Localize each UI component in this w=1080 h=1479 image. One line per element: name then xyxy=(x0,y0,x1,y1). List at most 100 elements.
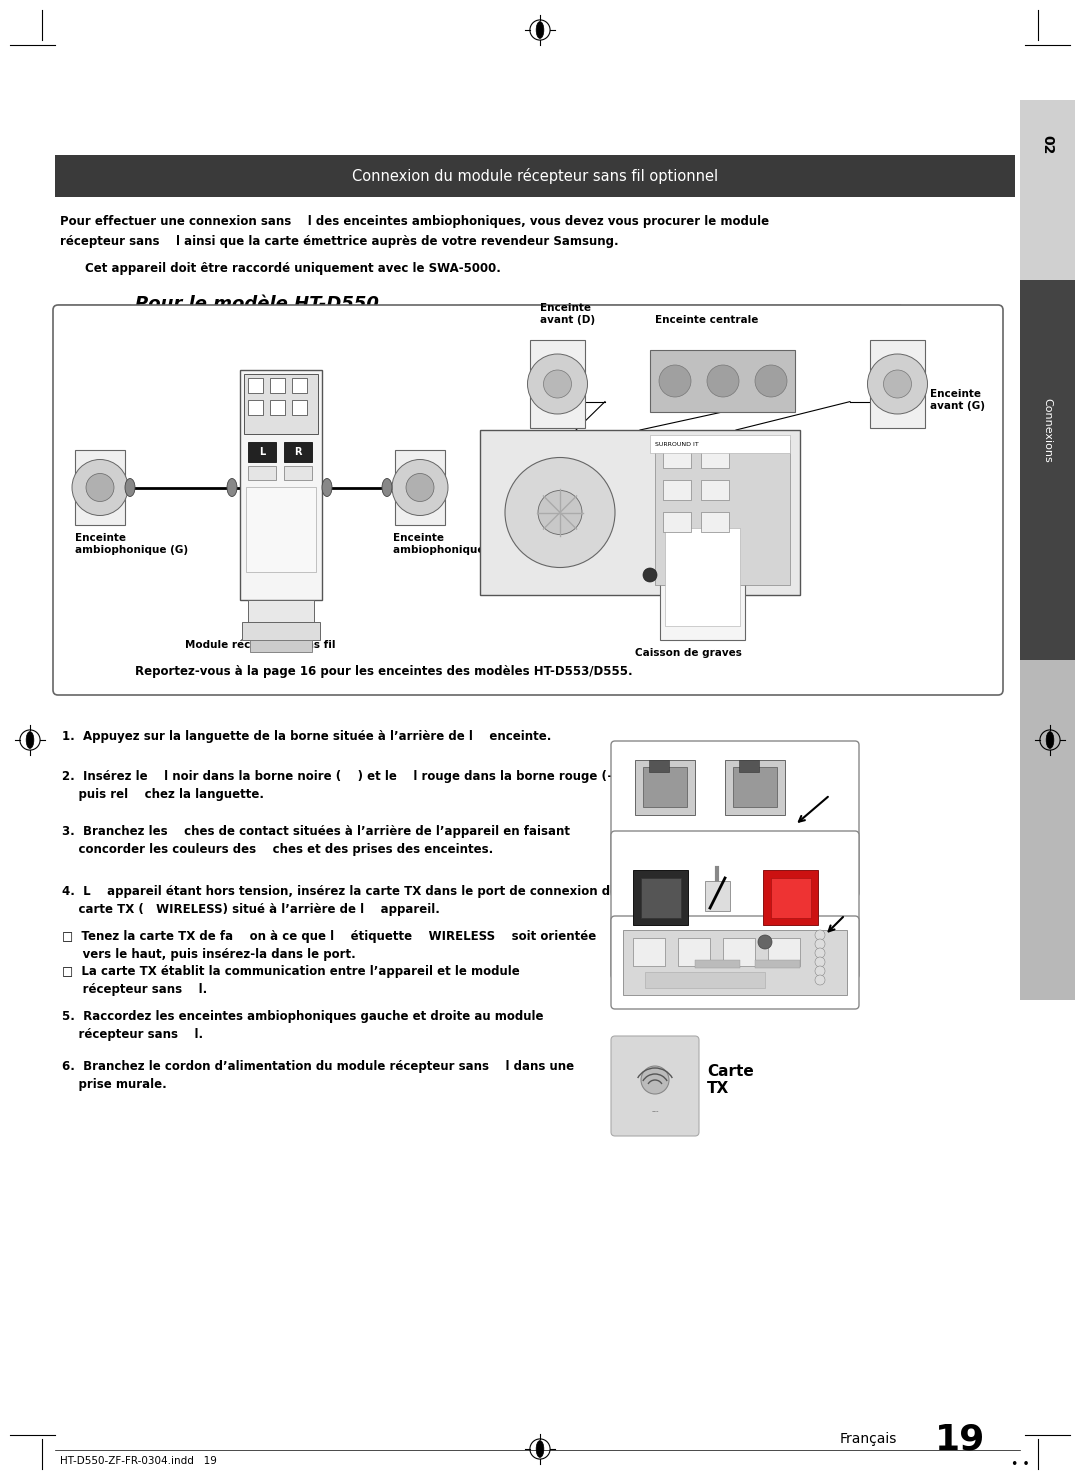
Bar xyxy=(733,768,777,808)
Text: □  Tenez la carte TX de fa    on à ce que l    étiquette    WIRELESS    soit ori: □ Tenez la carte TX de fa on à ce que l … xyxy=(62,930,596,961)
Text: 2.  Insérez le    l noir dans la borne noire (    ) et le    l rouge dans la bor: 2. Insérez le l noir dans la borne noire… xyxy=(62,771,626,802)
Bar xyxy=(1020,280,1075,660)
Bar xyxy=(723,938,755,966)
Bar xyxy=(248,600,314,623)
Text: ---: --- xyxy=(651,1108,659,1114)
Circle shape xyxy=(883,370,912,398)
Bar xyxy=(55,155,1015,197)
Bar xyxy=(284,442,312,461)
Circle shape xyxy=(72,460,129,516)
Bar xyxy=(650,351,795,413)
Bar xyxy=(248,399,264,416)
Bar xyxy=(633,870,688,924)
Bar xyxy=(663,481,691,500)
Bar xyxy=(663,512,691,532)
Bar xyxy=(642,879,681,918)
FancyBboxPatch shape xyxy=(611,741,859,896)
Bar xyxy=(284,466,312,481)
Ellipse shape xyxy=(322,479,332,497)
Bar xyxy=(755,960,800,967)
Text: Enceinte
avant (G): Enceinte avant (G) xyxy=(930,389,985,411)
Text: Pour le modèle HT-D550: Pour le modèle HT-D550 xyxy=(135,294,379,314)
Text: HT-D550-ZF-FR-0304.indd   19: HT-D550-ZF-FR-0304.indd 19 xyxy=(60,1455,217,1466)
Text: (+): (+) xyxy=(743,819,757,830)
Bar xyxy=(292,399,307,416)
FancyBboxPatch shape xyxy=(611,916,859,1009)
Bar xyxy=(240,370,322,600)
Text: 1.  Appuyez sur la languette de la borne située à l’arrière de l    enceinte.: 1. Appuyez sur la languette de la borne … xyxy=(62,731,552,742)
Circle shape xyxy=(815,930,825,941)
Circle shape xyxy=(755,365,787,396)
Circle shape xyxy=(659,365,691,396)
Bar xyxy=(530,340,585,427)
Ellipse shape xyxy=(26,732,33,748)
Ellipse shape xyxy=(227,479,237,497)
Bar xyxy=(678,938,710,966)
Bar xyxy=(248,466,276,481)
Text: 3.  Branchez les    ches de contact situées à l’arrière de l’appareil en faisant: 3. Branchez les ches de contact situées … xyxy=(62,825,570,856)
Text: 19: 19 xyxy=(935,1421,985,1455)
Ellipse shape xyxy=(125,479,135,497)
Bar xyxy=(665,528,740,626)
Bar xyxy=(643,768,687,808)
Bar xyxy=(244,374,318,433)
Bar xyxy=(246,487,316,572)
Text: Pour effectuer une connexion sans    l des enceintes ambiophoniques, vous devez : Pour effectuer une connexion sans l des … xyxy=(60,214,769,228)
Text: Connexions: Connexions xyxy=(1042,398,1052,463)
Text: récepteur sans    l ainsi que la carte émettrice auprès de votre revendeur Samsu: récepteur sans l ainsi que la carte émet… xyxy=(60,235,619,248)
Circle shape xyxy=(815,975,825,985)
Bar xyxy=(1020,101,1075,280)
Bar xyxy=(248,442,276,461)
Circle shape xyxy=(392,460,448,516)
Circle shape xyxy=(758,935,772,950)
Text: Connexion du module récepteur sans fil optionnel: Connexion du module récepteur sans fil o… xyxy=(352,169,718,183)
Bar xyxy=(249,640,312,652)
Circle shape xyxy=(815,957,825,967)
Text: Cet appareil doit être raccordé uniquement avec le SWA-5000.: Cet appareil doit être raccordé uniqueme… xyxy=(85,262,501,275)
Bar xyxy=(623,930,847,995)
Text: 6.  Branchez le cordon d’alimentation du module récepteur sans    l dans une
   : 6. Branchez le cordon d’alimentation du … xyxy=(62,1060,575,1092)
Bar xyxy=(663,448,691,467)
Bar xyxy=(739,760,759,772)
Bar xyxy=(395,450,445,525)
Text: Reportez-vous à la page 16 pour les enceintes des modèles HT-D553/D555.: Reportez-vous à la page 16 pour les ence… xyxy=(135,666,633,677)
Text: Module récepteur sans fil: Module récepteur sans fil xyxy=(185,640,336,651)
Bar xyxy=(696,960,740,967)
Bar xyxy=(701,512,729,532)
Text: Rouge: Rouge xyxy=(762,845,800,855)
Circle shape xyxy=(643,568,657,583)
Text: Enceinte
ambiophonique (G): Enceinte ambiophonique (G) xyxy=(75,532,188,555)
Circle shape xyxy=(86,473,114,501)
Circle shape xyxy=(642,1066,669,1094)
Circle shape xyxy=(538,491,582,534)
Bar xyxy=(725,760,785,815)
Text: Noir: Noir xyxy=(635,845,660,855)
Bar xyxy=(635,760,696,815)
Bar xyxy=(768,938,800,966)
Bar xyxy=(649,760,669,772)
Text: Enceinte centrale: Enceinte centrale xyxy=(654,315,758,325)
Text: Caisson de graves: Caisson de graves xyxy=(635,648,742,658)
Text: (-): (-) xyxy=(654,819,665,830)
Ellipse shape xyxy=(536,22,544,38)
Text: R: R xyxy=(294,447,301,457)
Bar xyxy=(242,623,320,640)
Bar xyxy=(701,448,729,467)
Bar xyxy=(270,399,285,416)
Bar xyxy=(633,938,665,966)
Text: SURROUND IT: SURROUND IT xyxy=(654,442,699,447)
Bar xyxy=(645,972,765,988)
Bar xyxy=(75,450,125,525)
Circle shape xyxy=(815,948,825,958)
Text: (-): (-) xyxy=(648,933,658,942)
Circle shape xyxy=(815,939,825,950)
Bar xyxy=(650,435,789,453)
Text: (+): (+) xyxy=(775,933,791,942)
Bar xyxy=(1020,101,1075,1000)
Ellipse shape xyxy=(382,479,392,497)
Text: L: L xyxy=(259,447,265,457)
Text: 4.  L    appareil étant hors tension, insérez la carte TX dans le port de connex: 4. L appareil étant hors tension, insére… xyxy=(62,884,618,916)
Text: Français: Français xyxy=(840,1432,897,1446)
Bar xyxy=(870,340,924,427)
FancyBboxPatch shape xyxy=(53,305,1003,695)
